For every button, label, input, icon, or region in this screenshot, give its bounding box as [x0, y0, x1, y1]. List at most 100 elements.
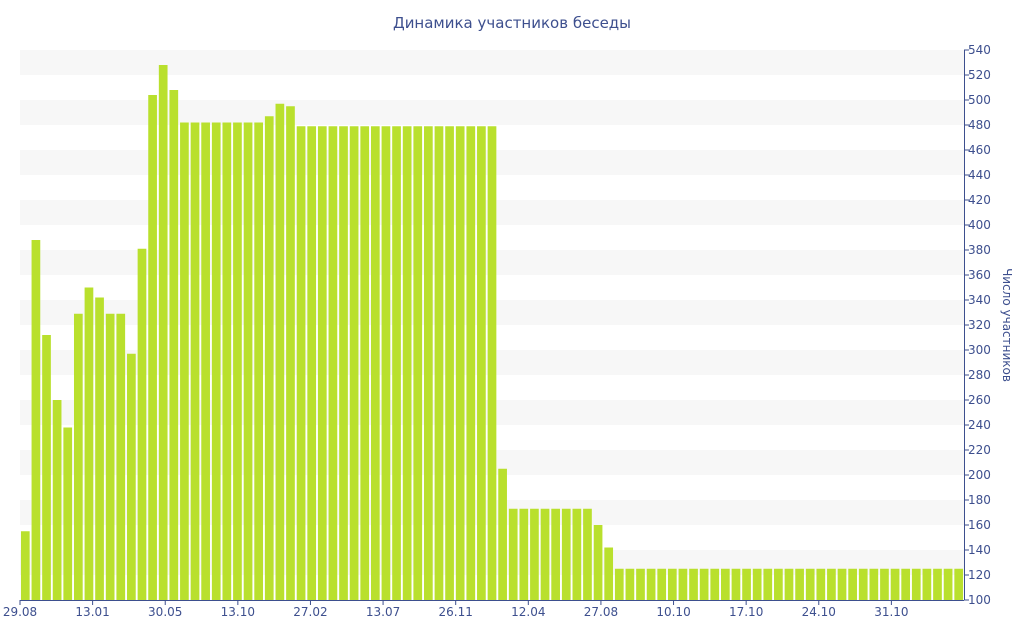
bar[interactable]: [646, 568, 656, 600]
bar[interactable]: [222, 122, 232, 601]
bar[interactable]: [434, 126, 444, 600]
bar[interactable]: [445, 126, 454, 600]
bar[interactable]: [625, 568, 635, 600]
y-tick-label: 200: [968, 468, 991, 482]
bar[interactable]: [360, 126, 370, 600]
bar[interactable]: [286, 106, 295, 600]
bar[interactable]: [73, 313, 83, 600]
bar[interactable]: [636, 568, 645, 600]
bar[interactable]: [530, 508, 539, 600]
bar[interactable]: [561, 508, 571, 600]
bar[interactable]: [455, 126, 465, 600]
bar[interactable]: [63, 427, 73, 601]
bar[interactable]: [105, 313, 115, 600]
bar[interactable]: [254, 122, 263, 601]
bar[interactable]: [689, 568, 698, 600]
bar[interactable]: [508, 508, 518, 600]
x-tick-label: 12.04: [511, 605, 545, 619]
bar[interactable]: [190, 122, 200, 601]
bar[interactable]: [52, 400, 62, 600]
bar[interactable]: [233, 122, 242, 601]
bar[interactable]: [604, 547, 614, 601]
bar[interactable]: [466, 126, 476, 600]
bar[interactable]: [264, 116, 274, 600]
bar[interactable]: [95, 297, 104, 601]
bar[interactable]: [890, 568, 900, 600]
bar[interactable]: [922, 568, 932, 600]
bar[interactable]: [381, 126, 391, 600]
y-tick-label: 300: [968, 343, 991, 357]
bar[interactable]: [328, 126, 338, 600]
bar[interactable]: [911, 568, 921, 600]
bar[interactable]: [805, 568, 815, 600]
bar[interactable]: [943, 568, 953, 600]
x-tick-label: 13.01: [75, 605, 109, 619]
bar[interactable]: [317, 126, 327, 600]
bar[interactable]: [795, 568, 804, 600]
bar[interactable]: [551, 508, 560, 600]
x-tick-label: 27.02: [293, 605, 327, 619]
bar[interactable]: [339, 126, 348, 600]
bar[interactable]: [307, 126, 317, 600]
bar[interactable]: [774, 568, 783, 600]
bar[interactable]: [201, 122, 210, 601]
bar[interactable]: [678, 568, 688, 600]
bar[interactable]: [42, 335, 51, 600]
bar[interactable]: [84, 287, 94, 601]
bar[interactable]: [848, 568, 857, 600]
y-tick-label: 500: [968, 93, 991, 107]
bar[interactable]: [180, 122, 189, 601]
bar[interactable]: [954, 568, 964, 600]
bar[interactable]: [31, 240, 41, 600]
bar[interactable]: [477, 126, 486, 600]
bar[interactable]: [699, 568, 709, 600]
y-tick-label: 320: [968, 318, 991, 332]
bar[interactable]: [20, 531, 30, 600]
bar[interactable]: [519, 508, 529, 600]
bar[interactable]: [572, 508, 582, 600]
bar[interactable]: [370, 126, 380, 600]
bar[interactable]: [137, 248, 147, 600]
bar[interactable]: [169, 90, 179, 600]
bar[interactable]: [837, 568, 847, 600]
bar[interactable]: [731, 568, 741, 600]
bar[interactable]: [413, 126, 423, 600]
bar[interactable]: [127, 353, 136, 600]
bar[interactable]: [827, 568, 836, 600]
bar[interactable]: [158, 65, 168, 600]
bar[interactable]: [933, 568, 942, 600]
bar[interactable]: [858, 568, 868, 600]
bar[interactable]: [752, 568, 762, 600]
bar[interactable]: [742, 568, 751, 600]
bar[interactable]: [667, 568, 677, 600]
bar[interactable]: [657, 568, 667, 600]
bar[interactable]: [583, 508, 592, 600]
bar[interactable]: [763, 568, 773, 600]
bar[interactable]: [816, 568, 826, 600]
bar[interactable]: [487, 126, 497, 600]
x-tick-label: 17.10: [729, 605, 763, 619]
bar[interactable]: [349, 126, 359, 600]
bar[interactable]: [784, 568, 794, 600]
bar[interactable]: [275, 103, 285, 600]
bar[interactable]: [498, 468, 507, 600]
bar[interactable]: [148, 95, 157, 600]
bar[interactable]: [869, 568, 879, 600]
bar[interactable]: [243, 122, 253, 601]
bar[interactable]: [392, 126, 401, 600]
bar[interactable]: [901, 568, 911, 600]
bar[interactable]: [710, 568, 720, 600]
y-tick-label: 120: [968, 568, 991, 582]
bar[interactable]: [296, 126, 306, 600]
bar[interactable]: [116, 313, 126, 600]
bar[interactable]: [614, 568, 624, 600]
bar[interactable]: [593, 525, 603, 600]
x-tick-label: 31.10: [874, 605, 908, 619]
bar[interactable]: [540, 508, 550, 600]
bar[interactable]: [721, 568, 730, 600]
bar[interactable]: [402, 126, 412, 600]
bar[interactable]: [211, 122, 221, 601]
bar[interactable]: [424, 126, 433, 600]
bar[interactable]: [880, 568, 889, 600]
